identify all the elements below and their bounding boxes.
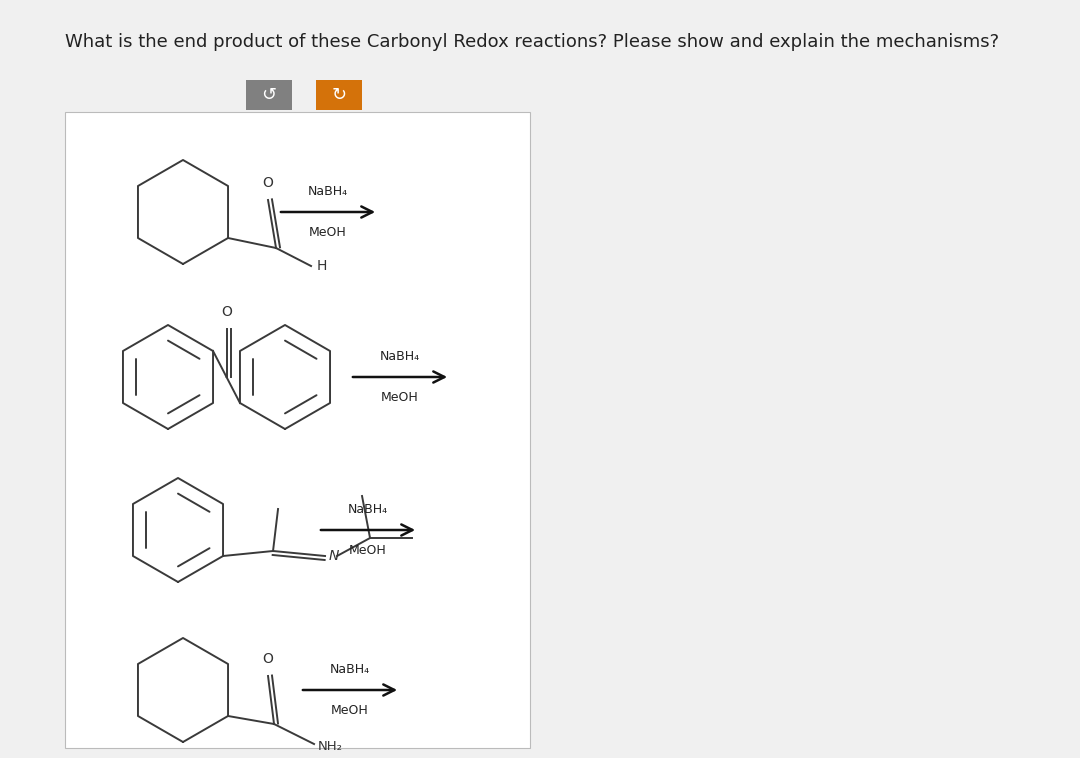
Text: NaBH₄: NaBH₄ xyxy=(308,185,348,198)
Text: NaBH₄: NaBH₄ xyxy=(348,503,388,516)
Text: NH₂: NH₂ xyxy=(318,740,343,753)
Text: ↺: ↺ xyxy=(261,86,276,104)
Bar xyxy=(246,80,292,110)
Bar xyxy=(316,80,362,110)
Text: NaBH₄: NaBH₄ xyxy=(380,350,420,363)
Text: ↻: ↻ xyxy=(332,86,347,104)
Text: MeOH: MeOH xyxy=(309,226,347,239)
Text: MeOH: MeOH xyxy=(381,391,419,404)
Text: H: H xyxy=(318,259,327,273)
Text: NaBH₄: NaBH₄ xyxy=(329,663,370,676)
Text: MeOH: MeOH xyxy=(332,704,369,717)
Text: What is the end product of these Carbonyl Redox reactions? Please show and expla: What is the end product of these Carbony… xyxy=(65,33,999,51)
Text: MeOH: MeOH xyxy=(349,544,387,557)
Bar xyxy=(65,112,530,748)
Text: O: O xyxy=(221,305,232,319)
Text: N: N xyxy=(329,549,339,563)
Text: O: O xyxy=(262,652,273,666)
Text: O: O xyxy=(262,176,273,190)
